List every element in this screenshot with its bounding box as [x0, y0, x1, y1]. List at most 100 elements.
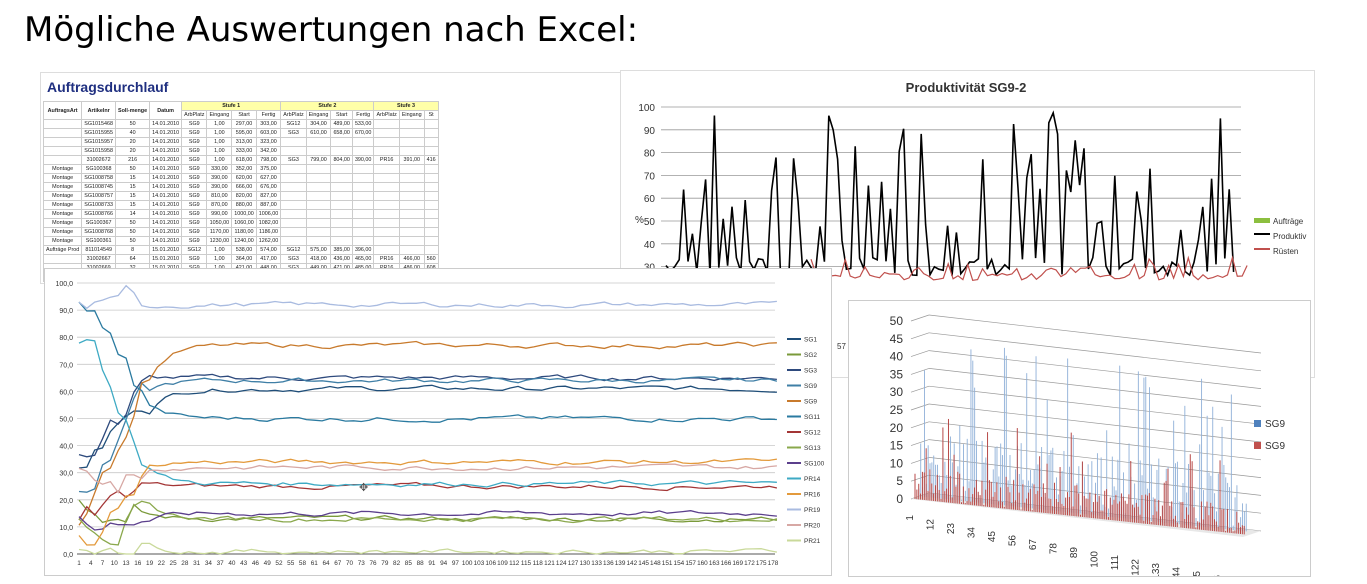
legend-label: SG9	[804, 399, 817, 406]
table-cell: 1186,00	[255, 227, 282, 237]
table-row: Montage SG1008757 15 14.01.2010 SG9 810,00 820…	[42, 191, 439, 201]
x-tick-label: 178	[768, 560, 779, 567]
x-tick-label: 94	[440, 560, 448, 567]
table-cell: 50	[115, 218, 151, 228]
table-row: SG1015468 50 14.01.2010 SG9 1,00 297,00 303,00…	[42, 119, 439, 129]
table-cell: 40	[115, 128, 151, 138]
table-cell	[330, 182, 353, 192]
table-cell: 887,00	[255, 200, 282, 210]
x-tick-label: 46	[252, 560, 260, 567]
table-cell	[398, 137, 425, 147]
table-cell: SG9	[181, 227, 208, 237]
table-row: SG1015958 20 14.01.2010 SG9 1,00 333,00 342,00	[42, 146, 439, 156]
table-cell: 391,00	[398, 155, 425, 165]
x-tick-label: 4	[89, 560, 93, 567]
y-tick-label: 90,0	[59, 308, 73, 315]
table-cell: 313,00	[231, 137, 257, 147]
y-tick-label: 30	[890, 385, 904, 399]
table-cell	[330, 236, 353, 246]
x-tick-label: 12	[926, 519, 937, 531]
sub-header: Eingang	[305, 110, 332, 120]
table-cell: 14.01.2010	[149, 128, 183, 138]
table-cell: 385,00	[330, 245, 353, 255]
table-cell: SG9	[181, 200, 208, 210]
x-tick-label: 145	[638, 560, 649, 567]
table-cell	[305, 137, 332, 147]
table-cell: SG1008733	[81, 200, 117, 210]
column-header: Soll-menge	[115, 101, 151, 120]
table-cell	[280, 218, 307, 228]
x-tick-label: 100	[1090, 551, 1101, 568]
x-tick-label: 130	[579, 560, 590, 567]
table-cell	[305, 236, 332, 246]
x-tick-label: 31	[193, 560, 201, 567]
y-tick-label: 50,0	[59, 417, 73, 424]
table-cell	[42, 119, 83, 129]
table-cell	[373, 191, 400, 201]
legend-label: PR20	[804, 523, 821, 530]
table-cell	[305, 191, 332, 201]
gridline	[928, 403, 1262, 443]
x-tick-label: 160	[697, 560, 708, 567]
gridline	[910, 421, 930, 429]
table-cell: SG1015957	[81, 137, 117, 147]
series-line-sg11	[78, 301, 777, 423]
table-cell: SG1015958	[81, 146, 117, 156]
x-tick-label: 166	[721, 560, 732, 567]
table-cell: 417,00	[255, 254, 282, 264]
table-cell	[351, 200, 375, 210]
table-cell	[373, 227, 400, 237]
table-cell	[351, 173, 375, 183]
table-cell: 15.01.2010	[149, 254, 183, 264]
x-tick-label: 118	[533, 560, 544, 567]
y-tick-label: 60	[644, 194, 656, 205]
table-cell	[398, 182, 425, 192]
table-cell	[398, 191, 425, 201]
legend-label: SG12	[804, 430, 821, 437]
table-cell: 466,00	[398, 254, 425, 264]
x-tick-label: 85	[405, 560, 413, 567]
x-tick-label: 43	[240, 560, 248, 567]
series-line-pr14	[78, 339, 777, 488]
table-cell	[351, 191, 375, 201]
y-tick-label: 0,0	[63, 552, 73, 559]
x-tick-label: 34	[967, 527, 978, 539]
legend-label: SG2	[804, 352, 817, 359]
table-cell: 304,00	[305, 119, 332, 129]
table-cell: 627,00	[255, 173, 282, 183]
table-cell: 533,00	[351, 119, 375, 129]
table-cell	[351, 164, 375, 174]
table-cell: Montage	[42, 209, 83, 219]
table-cell	[305, 209, 332, 219]
table-cell: 8	[115, 245, 151, 255]
legend-swatch	[1254, 248, 1270, 250]
stage-header: Stufe 1	[181, 101, 282, 111]
sub-header: Start	[231, 110, 257, 120]
table-cell: SG1015468	[81, 119, 117, 129]
table-cell	[423, 227, 439, 237]
x-tick-label: 78	[1049, 543, 1060, 555]
table-cell: 538,00	[231, 245, 257, 255]
table-cell	[398, 200, 425, 210]
series-line-ruesten	[810, 255, 1248, 281]
table-cell: 1180,00	[231, 227, 257, 237]
table-cell: SG9	[181, 182, 208, 192]
table-row: Montage SG100367 50 14.01.2010 SG9 1050,00 106…	[42, 218, 439, 228]
table-cell: 610,00	[305, 128, 332, 138]
legend-swatch	[1254, 442, 1261, 449]
x-tick-label: 111	[1110, 555, 1121, 571]
table-cell: 390,00	[206, 173, 233, 183]
table-cell: PR16	[373, 155, 400, 165]
y-tick-label: 70	[644, 171, 656, 182]
table-row: Montage SG1008733 15 14.01.2010 SG9 870,00 880…	[42, 200, 439, 210]
table-cell	[305, 182, 332, 192]
gridline	[928, 385, 1262, 425]
table-cell: Montage	[42, 218, 83, 228]
x-tick-label: 144	[1172, 567, 1183, 576]
table-cell	[330, 164, 353, 174]
table-cell	[305, 218, 332, 228]
stage-header: Stufe 3	[373, 101, 439, 111]
table-cell: 14.01.2010	[149, 236, 183, 246]
table-cell	[351, 146, 375, 156]
